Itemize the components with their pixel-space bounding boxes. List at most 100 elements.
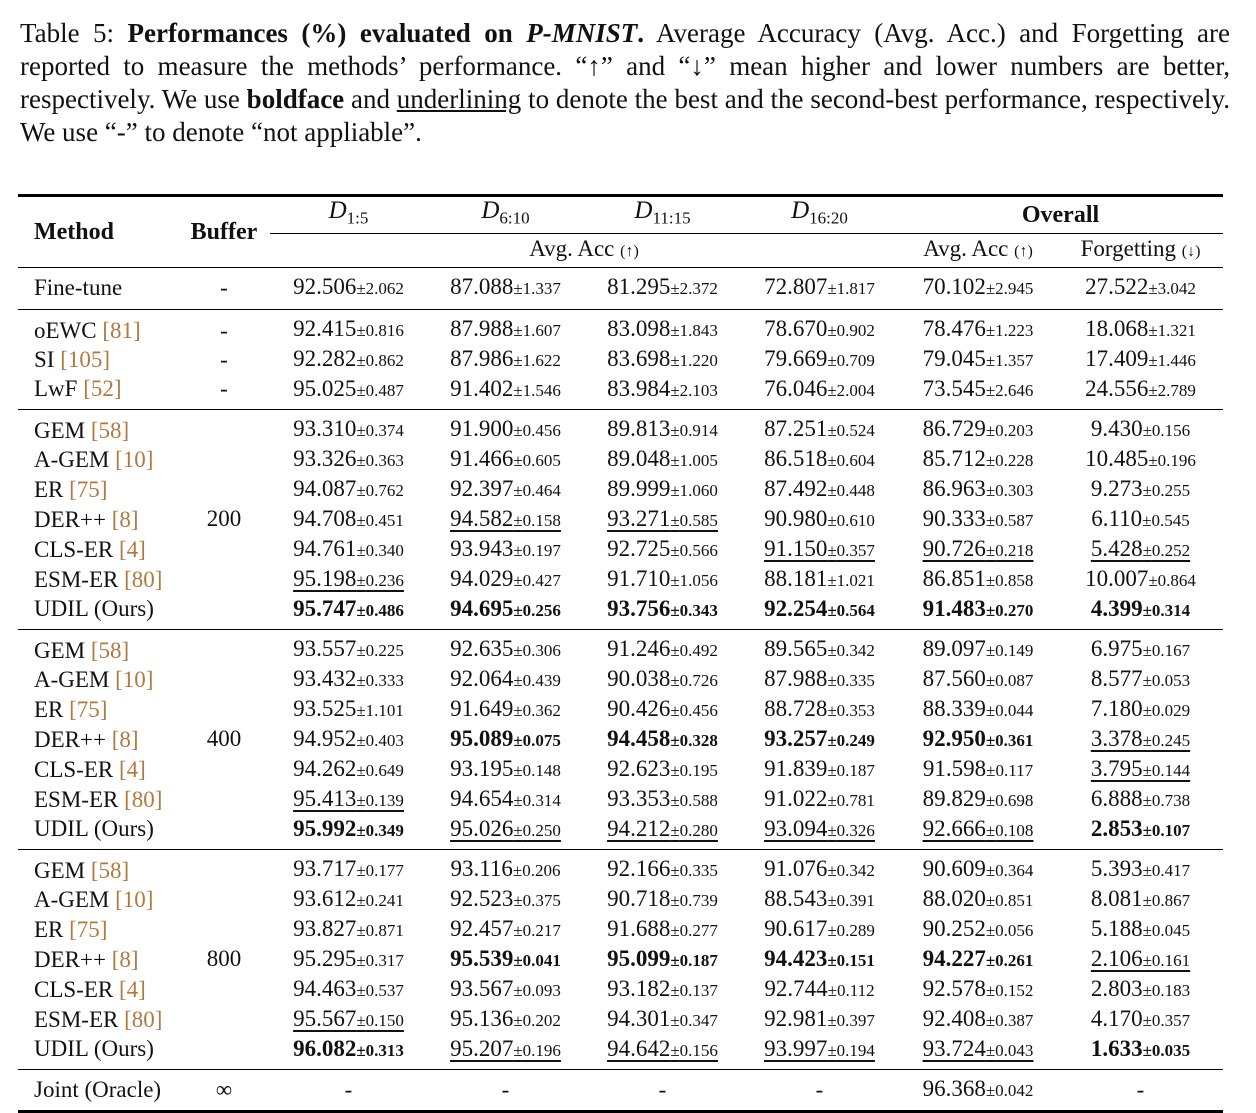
value: 8.081±0.867 <box>1090 886 1191 912</box>
value-cell: 2.106±0.161 <box>1058 945 1223 975</box>
value-cell: 17.409±1.446 <box>1058 345 1223 375</box>
citation-link[interactable]: [80] <box>124 567 163 593</box>
std-dev: ±0.403 <box>356 731 404 751</box>
value-cell: 94.029±0.427 <box>427 565 584 595</box>
method-name: GEM <box>34 858 91 884</box>
std-dev: ±2.062 <box>356 279 404 299</box>
value-cell: 94.654±0.314 <box>427 785 584 815</box>
table-caption: Table 5: Performances (%) evaluated on P… <box>20 17 1230 149</box>
citation-link[interactable]: [58] <box>90 418 130 444</box>
value-cell: 2.803±0.183 <box>1058 975 1223 1005</box>
second-best-value: 94.642±0.156 <box>607 1036 718 1062</box>
value-cell: 90.252±0.056 <box>898 915 1058 945</box>
value-cell: 83.984±2.103 <box>584 375 741 409</box>
best-value: 94.458±0.328 <box>607 726 718 752</box>
value: 88.543±0.391 <box>764 886 875 912</box>
value: 92.578±0.152 <box>922 976 1034 1002</box>
citation-link[interactable]: [75] <box>69 917 108 943</box>
std-dev: ±0.374 <box>356 421 404 441</box>
second-best-value: 95.413±0.139 <box>293 786 404 812</box>
value-cell: 3.795±0.144 <box>1058 755 1223 785</box>
citation-link[interactable]: [58] <box>90 858 130 884</box>
std-dev: ±0.375 <box>513 891 561 911</box>
std-dev: ±0.314 <box>1142 601 1191 621</box>
value: 94.708±0.451 <box>293 506 404 532</box>
std-dev: ±0.585 <box>670 511 718 531</box>
value-cell: 92.506±2.062 <box>270 267 427 309</box>
method-cell: CLS-ER [4] <box>18 755 178 785</box>
citation-link[interactable]: [10] <box>115 447 154 473</box>
value-cell: 95.089±0.075 <box>427 725 584 755</box>
std-dev: ±0.044 <box>985 701 1034 721</box>
value: 91.076±0.342 <box>764 856 875 882</box>
citation-link[interactable]: [4] <box>118 757 146 783</box>
value-cell: 90.980±0.610 <box>741 505 898 535</box>
citation-link[interactable]: [8] <box>111 947 139 973</box>
value: 81.295±2.372 <box>607 274 718 300</box>
std-dev: ±0.151 <box>827 951 875 971</box>
std-dev: ±0.486 <box>356 601 404 621</box>
citation-link[interactable]: [8] <box>111 507 139 533</box>
std-dev: ±0.417 <box>1142 861 1191 881</box>
citation-link[interactable]: [52] <box>83 376 122 402</box>
value-cell: 94.458±0.328 <box>584 725 741 755</box>
citation-link[interactable]: [10] <box>115 667 154 693</box>
std-dev: ±0.537 <box>356 981 404 1001</box>
value: 91.649±0.362 <box>450 696 561 722</box>
citation-link[interactable]: [105] <box>60 347 111 373</box>
value-cell: 88.181±1.021 <box>741 565 898 595</box>
method-name: ESM-ER <box>34 787 125 813</box>
value: 93.432±0.333 <box>293 666 404 692</box>
method-name: A-GEM <box>34 667 116 693</box>
value: 94.952±0.403 <box>293 726 404 752</box>
value-cell: 81.295±2.372 <box>584 267 741 309</box>
std-dev: ±0.056 <box>985 921 1034 941</box>
method-cell: GEM [58] <box>18 629 178 665</box>
citation-link[interactable]: [8] <box>111 727 139 753</box>
citation-link[interactable]: [4] <box>118 537 146 563</box>
results-table: Method Buffer D1:5 D6:10 D11:15 D16:20 O… <box>18 194 1223 1113</box>
citation-link[interactable]: [75] <box>69 477 108 503</box>
value: 89.565±0.342 <box>764 636 875 662</box>
value: 92.635±0.306 <box>450 636 561 662</box>
citation-link[interactable]: [58] <box>90 638 130 664</box>
citation-link[interactable]: [4] <box>118 977 146 1003</box>
value: 9.430±0.156 <box>1090 416 1191 442</box>
value-cell: 88.728±0.353 <box>741 695 898 725</box>
value-cell: 18.068±1.321 <box>1058 309 1223 345</box>
citation-link[interactable]: [80] <box>124 1007 163 1033</box>
std-dev: ±0.256 <box>513 601 561 621</box>
value: 8.577±0.053 <box>1090 666 1191 692</box>
value: 89.048±1.005 <box>607 446 718 472</box>
value: 83.984±2.103 <box>607 376 718 402</box>
value: 72.807±1.817 <box>764 274 875 300</box>
method-cell: A-GEM [10] <box>18 885 178 915</box>
std-dev: ±0.203 <box>985 421 1034 441</box>
value-cell: 4.399±0.314 <box>1058 595 1223 629</box>
std-dev: ±1.843 <box>670 321 718 341</box>
citation-link[interactable]: [80] <box>124 787 163 813</box>
std-dev: ±0.851 <box>985 891 1034 911</box>
std-dev: ±0.045 <box>1142 921 1191 941</box>
value-cell: 90.718±0.739 <box>584 885 741 915</box>
value: 87.088±1.337 <box>450 274 561 300</box>
value-cell: 91.900±0.456 <box>427 409 584 445</box>
std-dev: ±0.738 <box>1142 791 1191 811</box>
std-dev: ±0.361 <box>985 731 1034 751</box>
citation-link[interactable]: [75] <box>69 697 108 723</box>
citation-link[interactable]: [81] <box>102 318 141 344</box>
value-cell: 94.212±0.280 <box>584 815 741 849</box>
std-dev: ±0.456 <box>670 701 718 721</box>
value-cell: 6.975±0.167 <box>1058 629 1223 665</box>
citation-link[interactable]: [10] <box>115 887 154 913</box>
value-cell: 91.246±0.492 <box>584 629 741 665</box>
value-cell: 86.729±0.203 <box>898 409 1058 445</box>
value-cell: 87.988±0.335 <box>741 665 898 695</box>
std-dev: ±1.321 <box>1148 321 1196 341</box>
value: 79.045±1.357 <box>922 346 1034 372</box>
value: 91.466±0.605 <box>450 446 561 472</box>
table-row: CLS-ER [4] 94.262±0.649 93.195±0.148 92.623… <box>18 755 1223 785</box>
best-value: 94.695±0.256 <box>450 596 561 622</box>
table-row: DER++ [8] 94.708±0.451 94.582±0.158 93.271±… <box>18 505 1223 535</box>
std-dev: ±0.391 <box>827 891 875 911</box>
